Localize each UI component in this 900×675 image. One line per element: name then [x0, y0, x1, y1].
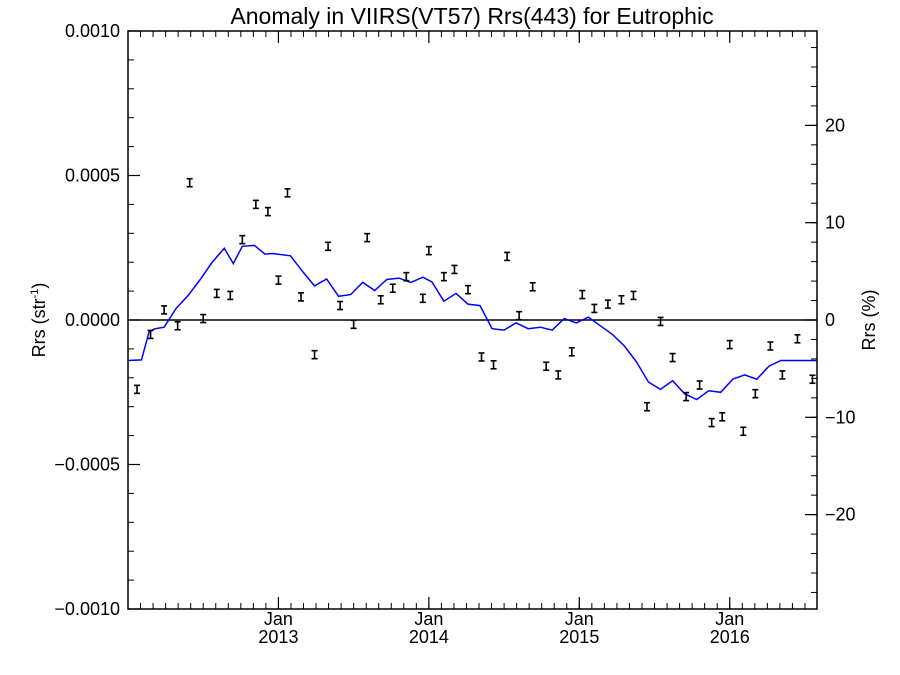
errorbar-point [200, 313, 207, 324]
errorbar-point [389, 283, 396, 294]
blue-line [127, 244, 817, 401]
errorbar-point [719, 412, 726, 422]
errorbar-point [555, 370, 562, 380]
x-tick-year-label: 2016 [710, 627, 750, 647]
errorbar-point [767, 341, 774, 351]
errorbar-point [213, 288, 220, 299]
errorbar-point [134, 384, 141, 395]
errorbar-point [325, 241, 332, 252]
errorbar-point [568, 346, 575, 357]
x-tick-year-label: 2013 [258, 627, 298, 647]
errorbar-point [364, 232, 371, 243]
x-tick-month-label: Jan [565, 609, 594, 629]
errorbar-point [669, 352, 676, 363]
errorbar-point [779, 370, 786, 380]
errorbar-point [275, 275, 282, 285]
left-tick-label: −0.0005 [54, 455, 120, 475]
errorbar-point [464, 284, 471, 295]
errorbar-point [252, 199, 259, 210]
left-tick-label: −0.0010 [54, 599, 120, 619]
errorbar-point [403, 271, 410, 282]
left-tick-label: 0.0005 [65, 166, 120, 186]
x-tick-year-label: 2014 [409, 627, 449, 647]
x-tick-month-label: Jan [414, 609, 443, 629]
errorbar-point [419, 293, 426, 304]
errorbar-point [490, 359, 497, 370]
left-axis-ticks: 0.0010 0.0005 0.0000 −0.0005 −0.0010 [54, 21, 140, 619]
errorbar-point [478, 352, 485, 362]
errorbar-point [284, 188, 291, 198]
errorbar-point [696, 380, 703, 390]
right-tick-label: 0 [825, 310, 835, 330]
right-tick-label: 10 [825, 213, 845, 233]
errorbar-point [516, 310, 523, 321]
chart-title: Anomaly in VIIRS(VT57) Rrs(443) for Eutr… [230, 3, 713, 29]
right-tick-label: −20 [825, 505, 856, 525]
left-tick-label: 0.0010 [65, 21, 120, 41]
y-axis-right-label: Rrs (%) [859, 290, 879, 351]
errorbar-point [683, 391, 690, 402]
errorbar-series [134, 177, 816, 437]
right-tick-label: 20 [825, 115, 845, 135]
errorbar-point [186, 177, 193, 188]
left-tick-label: 0.0000 [65, 310, 120, 330]
errorbar-point [740, 426, 747, 437]
errorbar-point [451, 264, 458, 275]
errorbar-point [377, 294, 384, 305]
x-tick-month-label: Jan [715, 609, 744, 629]
errorbar-point [350, 319, 357, 330]
errorbar-point [337, 300, 344, 311]
errorbar-point [239, 234, 246, 245]
right-tick-label: −10 [825, 407, 856, 427]
errorbar-point [630, 290, 637, 301]
errorbar-point [147, 329, 154, 340]
errorbar-point [504, 251, 511, 262]
errorbar-point [440, 271, 447, 282]
errorbar-point [174, 320, 181, 331]
errorbar-point [604, 299, 611, 309]
errorbar-point [298, 292, 305, 302]
errorbar-point [264, 206, 271, 217]
errorbar-point [579, 289, 586, 300]
errorbar-point [161, 305, 168, 315]
errorbar-point [726, 339, 733, 350]
errorbar-point [708, 417, 715, 428]
errorbar-point [809, 374, 816, 385]
errorbar-point [794, 333, 801, 344]
errorbar-point [529, 281, 536, 292]
errorbar-point [591, 303, 598, 314]
errorbar-point [227, 290, 234, 301]
right-axis-ticks: 20 10 0 −10 −20 [805, 47, 856, 593]
errorbar-point [657, 316, 664, 327]
x-tick-month-label: Jan [264, 609, 293, 629]
y-axis-left-label: Rrs (str-1) [29, 283, 49, 358]
errorbar-point [752, 388, 759, 399]
errorbar-point [618, 294, 625, 305]
errorbar-point [311, 349, 318, 360]
x-tick-year-label: 2015 [559, 627, 599, 647]
errorbar-point [425, 245, 432, 256]
errorbar-point [543, 361, 550, 372]
blue-line-series [127, 244, 817, 401]
errorbar-point [644, 401, 651, 412]
